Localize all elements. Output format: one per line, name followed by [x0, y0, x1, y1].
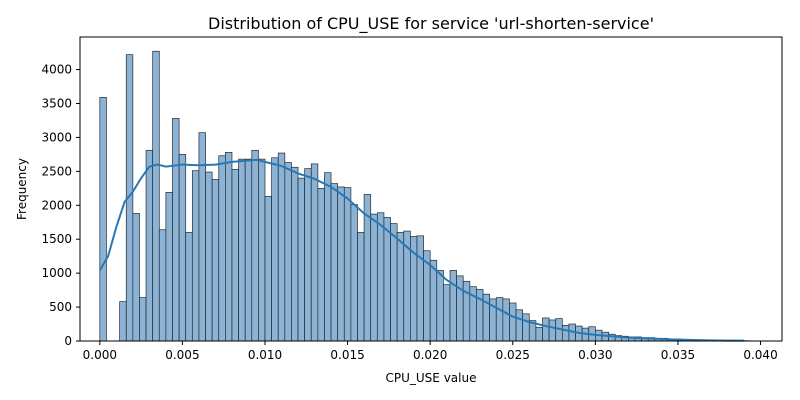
histogram-bar: [225, 152, 233, 342]
histogram-bar: [271, 157, 279, 342]
histogram-bar: [158, 229, 167, 342]
histogram-bar: [416, 235, 424, 342]
x-axis-label: CPU_USE value: [386, 371, 477, 385]
histogram-bar: [502, 298, 510, 342]
histogram-bar: [132, 213, 140, 342]
histogram-bar: [205, 171, 213, 342]
histogram-bar: [238, 158, 246, 342]
histogram-bar: [542, 317, 550, 342]
y-tick-label: 500: [49, 300, 72, 314]
histogram-bar: [330, 183, 339, 342]
histogram-bar: [429, 259, 438, 342]
histogram-bar: [370, 213, 378, 342]
y-tick-label: 2500: [41, 164, 72, 178]
histogram-bar: [443, 284, 451, 342]
histogram-bar: [509, 302, 517, 342]
histogram-bar: [119, 301, 127, 342]
histogram-bar: [244, 158, 253, 342]
histogram-bar: [218, 155, 226, 342]
histogram-bar: [436, 270, 444, 342]
histogram-bar: [376, 212, 385, 342]
histogram-bar: [337, 186, 345, 342]
histogram-bar: [324, 172, 332, 342]
plot-frame: [79, 36, 783, 342]
histogram-bar: [291, 166, 299, 342]
x-tick-label: 0.010: [248, 348, 282, 362]
x-tick-label: 0.025: [496, 348, 530, 362]
histogram-bar: [139, 297, 147, 342]
histogram-bar: [152, 50, 160, 342]
histogram-bar: [172, 118, 180, 342]
y-tick-label: 1500: [41, 232, 72, 246]
x-tick-label: 0.020: [413, 348, 447, 362]
histogram-bar: [350, 204, 358, 342]
histogram-bar: [231, 168, 239, 342]
histogram-bar: [99, 97, 107, 342]
y-tick-label: 0: [64, 334, 72, 348]
x-tick-label: 0.035: [661, 348, 695, 362]
histogram-bar: [357, 232, 365, 342]
histogram-bar: [396, 232, 405, 342]
histogram-bar: [317, 187, 325, 342]
y-axis-ticks: 0 500 1000 1500 2000 2500 3000 3500 4000: [41, 63, 80, 348]
histogram-bar: [145, 149, 154, 342]
histogram-bar: [561, 325, 570, 342]
x-tick-label: 0.000: [83, 348, 117, 362]
x-axis-ticks: 0.000 0.005 0.010 0.015 0.020 0.025 0.030 0.035…: [83, 341, 778, 362]
x-tick-label: 0.030: [578, 348, 612, 362]
histogram-bars: [99, 50, 755, 342]
histogram-bar: [258, 158, 266, 342]
x-tick-label: 0.040: [743, 348, 777, 362]
kde-curve: [98, 158, 745, 342]
x-tick-label: 0.015: [330, 348, 364, 362]
y-tick-label: 3500: [41, 97, 72, 111]
histogram-bar: [495, 297, 504, 342]
histogram-bar: [264, 196, 272, 342]
histogram-bar: [251, 149, 259, 342]
histogram-bar: [284, 162, 292, 342]
histogram-bar: [277, 152, 286, 342]
histogram-bar: [310, 163, 319, 342]
histogram-bar: [456, 275, 464, 342]
histogram-bar: [449, 270, 457, 342]
histogram-bar: [535, 327, 543, 342]
histogram-bar: [343, 187, 352, 342]
histogram-bar: [178, 154, 187, 342]
histogram-bar: [297, 177, 305, 342]
histogram-bar: [198, 132, 206, 342]
y-tick-label: 3000: [41, 130, 72, 144]
y-tick-label: 1000: [41, 266, 72, 280]
histogram-bar: [191, 170, 200, 342]
x-tick-label: 0.005: [165, 348, 199, 362]
histogram-bar: [165, 192, 173, 342]
histogram-bar: [304, 168, 312, 342]
histogram-bar: [185, 232, 193, 342]
y-tick-label: 4000: [41, 63, 72, 77]
histogram-bar: [211, 179, 220, 342]
histogram-bar: [390, 223, 398, 342]
histogram-bar: [548, 319, 557, 342]
histogram-bar: [522, 313, 530, 342]
chart-title: Distribution of CPU_USE for service 'url…: [208, 14, 654, 34]
histogram-bar: [383, 217, 391, 342]
y-axis-label: Frequency: [15, 158, 29, 220]
histogram-bar: [515, 309, 524, 342]
y-tick-label: 2000: [41, 198, 72, 212]
